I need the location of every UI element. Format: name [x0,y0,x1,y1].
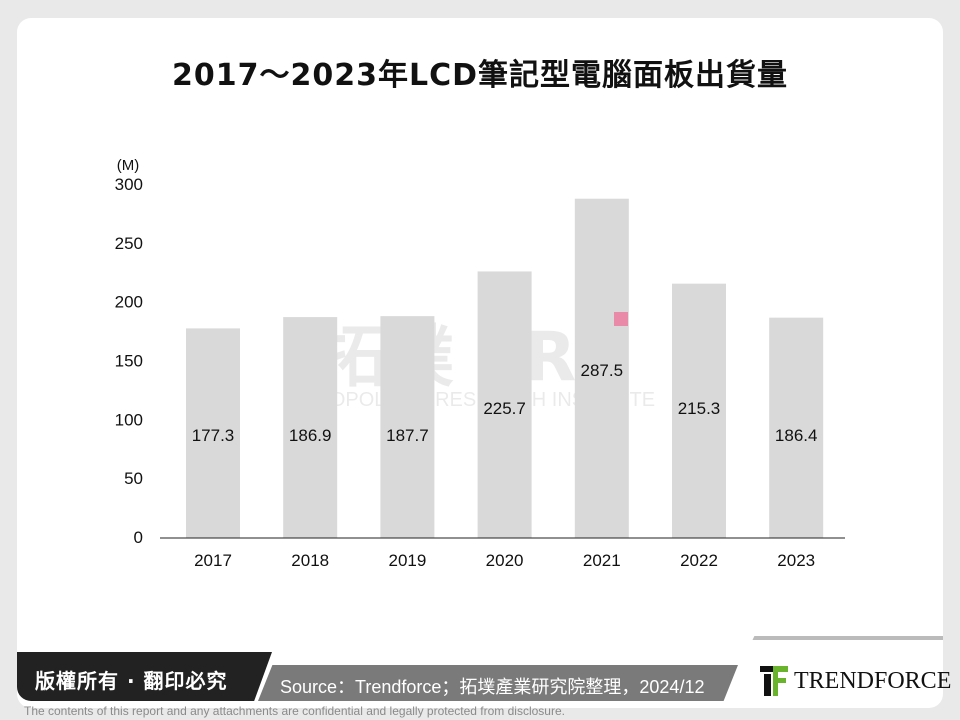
data-label: 215.3 [678,399,721,418]
bar-2019 [380,316,435,538]
data-label: 287.5 [581,361,624,380]
source-text: Source：Trendforce；拓墣產業研究院整理，2024/12 [280,677,705,697]
y-tick-label: 150 [115,352,143,371]
data-label: 186.9 [289,426,332,445]
bar-2018 [283,317,338,538]
disclaimer: The contents of this report and any atta… [24,704,565,718]
y-tick-label: 50 [124,469,143,488]
x-tick-label: 2022 [680,551,718,570]
data-label: 177.3 [192,426,235,445]
bar-2023 [769,317,824,538]
data-label: 225.7 [483,399,526,418]
footer-decoration [738,636,943,670]
bar-2017 [186,328,240,538]
source-banner: Source：Trendforce；拓墣產業研究院整理，2024/12 [258,665,738,701]
x-tick-label: 2019 [388,551,426,570]
copyright-banner: 版權所有 · 翻印必究 [17,652,272,701]
y-tick-label: 200 [115,293,143,312]
bar-2022 [672,283,726,538]
trendforce-logo-text: TRENDFORCE [794,667,952,694]
x-tick-label: 2020 [486,551,524,570]
data-label: 187.7 [386,426,429,445]
trendforce-logo: TRENDFORCE [760,666,951,696]
y-axis-unit: (M) [117,157,140,174]
y-tick-label: 300 [115,175,143,194]
chart-title: 2017～2023年LCD筆記型電腦面板出貨量 [171,58,789,93]
watermark-accent [614,312,628,326]
y-tick-label: 100 [115,410,143,429]
data-label: 186.4 [775,426,818,445]
x-tick-label: 2021 [583,551,621,570]
x-tick-label: 2017 [194,551,232,570]
y-tick-label: 0 [134,528,143,547]
svg-text:拓墣 TRI: 拓墣 TRI [318,318,602,397]
copyright-text: 版權所有 · 翻印必究 [35,669,228,693]
y-tick-label: 250 [115,234,143,253]
trendforce-logo-icon [760,666,788,696]
x-tick-label: 2018 [291,551,329,570]
bar-2021 [574,198,629,539]
x-tick-label: 2023 [777,551,815,570]
bar-2020 [477,271,532,538]
